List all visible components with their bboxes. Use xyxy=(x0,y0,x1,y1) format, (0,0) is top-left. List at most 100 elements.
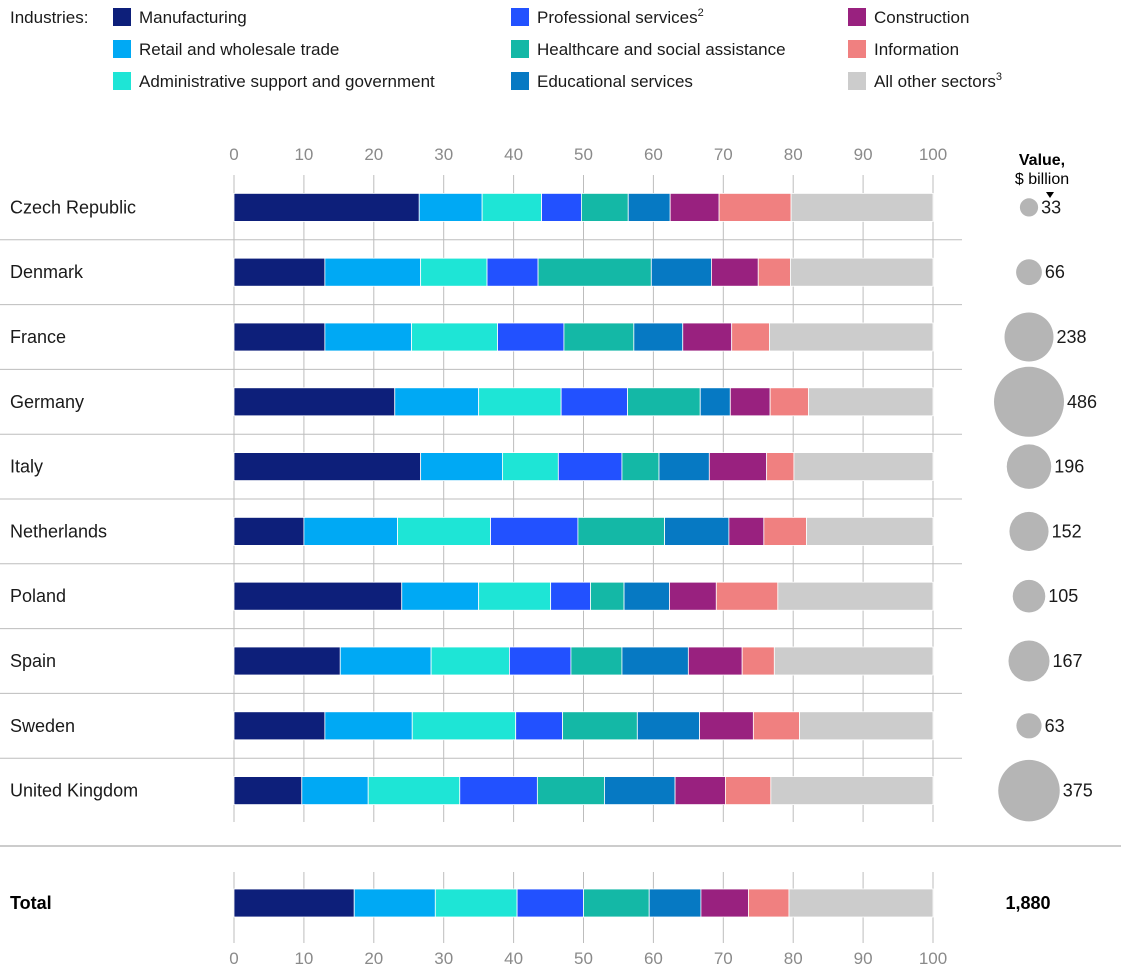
value-label: 33 xyxy=(1041,197,1061,217)
bar-segment-9 xyxy=(788,888,934,918)
legend-label-9: All other sectors3 xyxy=(874,71,1002,91)
value-bubble xyxy=(1016,259,1042,286)
tick-label-top-50: 50 xyxy=(574,145,593,164)
bar-segment-4 xyxy=(557,452,623,482)
bar-segment-9 xyxy=(793,452,934,482)
bar-segment-3 xyxy=(367,776,461,805)
country-label: Italy xyxy=(10,457,43,477)
bar-segment-7 xyxy=(669,581,717,611)
bar-segment-6 xyxy=(604,776,676,805)
country-label: France xyxy=(10,327,66,347)
country-label: Czech Republic xyxy=(10,197,136,217)
bar-segment-4 xyxy=(490,517,579,546)
bar-segment-3 xyxy=(430,646,510,676)
gridlines xyxy=(233,175,934,943)
tick-label-top-20: 20 xyxy=(364,145,383,164)
bar-segment-5 xyxy=(537,257,652,287)
value-label: 66 xyxy=(1045,262,1065,282)
x-axis-ticks-bottom: 0 10 20 30 40 50 60 70 80 90 100 xyxy=(229,949,947,968)
bar-segment-7 xyxy=(700,888,749,918)
bar-segment-5 xyxy=(621,452,660,482)
bar-segment-5 xyxy=(563,322,635,352)
legend-label-2: Retail and wholesale trade xyxy=(139,40,339,59)
value-bubble xyxy=(1009,511,1049,551)
bar-segment-8 xyxy=(769,387,809,417)
value-bubble xyxy=(1004,312,1054,362)
value-bubble xyxy=(994,366,1064,437)
bar-segment-7 xyxy=(687,646,743,676)
tick-label-bottom-30: 30 xyxy=(434,949,453,968)
bar-segment-3 xyxy=(411,711,517,741)
row-netherlands: Netherlands 152 xyxy=(10,511,1082,551)
bar-segment-7 xyxy=(708,452,768,482)
legend-swatch-1 xyxy=(113,8,131,26)
bar-segment-7 xyxy=(728,517,765,546)
legend-label-5: Healthcare and social assistance xyxy=(537,40,786,59)
bar-segment-4 xyxy=(560,387,628,417)
legend-label-7: Construction xyxy=(874,8,969,27)
tick-label-top-70: 70 xyxy=(714,145,733,164)
legend-swatch-3 xyxy=(113,72,131,90)
bar-segment-1 xyxy=(233,322,326,352)
bar-segment-5 xyxy=(570,646,623,676)
bar-segment-2 xyxy=(420,452,503,482)
bar-segment-8 xyxy=(752,711,800,741)
bar-segment-8 xyxy=(715,581,779,611)
bar-segment-9 xyxy=(790,257,934,287)
bar-segment-2 xyxy=(394,387,480,417)
bar-segment-7 xyxy=(682,322,733,352)
bar-segment-3 xyxy=(411,322,498,352)
legend-swatch-5 xyxy=(511,40,529,58)
country-label: United Kingdom xyxy=(10,781,138,801)
bar-segment-6 xyxy=(650,257,712,287)
bar-segment-1 xyxy=(233,776,303,805)
bar-segment-7 xyxy=(669,192,720,222)
chart-rows: Czech Republic 33 Denmark 66 France 238 German… xyxy=(0,192,1121,918)
bar-segment-5 xyxy=(590,581,625,611)
legend-swatch-8 xyxy=(848,40,866,58)
bar-segment-3 xyxy=(478,387,562,417)
tick-label-top-90: 90 xyxy=(854,145,873,164)
bar-segment-1 xyxy=(233,888,355,918)
tick-label-bottom-0: 0 xyxy=(229,949,238,968)
bar-segment-8 xyxy=(748,888,790,918)
tick-label-top-60: 60 xyxy=(644,145,663,164)
value-label: 375 xyxy=(1063,781,1093,801)
bar-segment-9 xyxy=(770,776,934,805)
bar-segment-6 xyxy=(636,711,700,741)
bar-segment-3 xyxy=(397,517,491,546)
bar-segment-1 xyxy=(233,257,326,287)
sort-arrow-icon xyxy=(1046,192,1054,198)
bar-segment-5 xyxy=(536,776,605,805)
bar-segment-6 xyxy=(623,581,670,611)
bar-segment-1 xyxy=(233,581,403,611)
bar-segment-7 xyxy=(674,776,726,805)
bar-segment-4 xyxy=(486,257,539,287)
row-france: France 238 xyxy=(10,312,1087,362)
bar-segment-3 xyxy=(434,888,518,918)
country-label: Spain xyxy=(10,651,56,671)
value-bubble xyxy=(1008,640,1050,682)
legend-swatch-7 xyxy=(848,8,866,26)
total-label: Total xyxy=(10,893,52,913)
country-label: Germany xyxy=(10,392,84,412)
tick-label-bottom-20: 20 xyxy=(364,949,383,968)
bar-segment-8 xyxy=(731,322,770,352)
value-label: 63 xyxy=(1045,716,1065,736)
value-label: 152 xyxy=(1052,521,1082,541)
bar-segment-9 xyxy=(777,581,934,611)
bar-segment-6 xyxy=(699,387,731,417)
value-label: 238 xyxy=(1056,327,1086,347)
tick-label-bottom-60: 60 xyxy=(644,949,663,968)
bar-segment-6 xyxy=(627,192,671,222)
bar-segment-4 xyxy=(550,581,591,611)
value-bubble xyxy=(998,759,1060,822)
country-label: Sweden xyxy=(10,716,75,736)
value-label: 486 xyxy=(1067,392,1097,412)
bar-segment-8 xyxy=(766,452,795,482)
bar-segment-5 xyxy=(627,387,701,417)
bar-segment-9 xyxy=(806,517,934,546)
value-header-title: Value, xyxy=(1019,152,1065,169)
legend-label-6: Educational services xyxy=(537,72,693,91)
legend-swatch-4 xyxy=(511,8,529,26)
